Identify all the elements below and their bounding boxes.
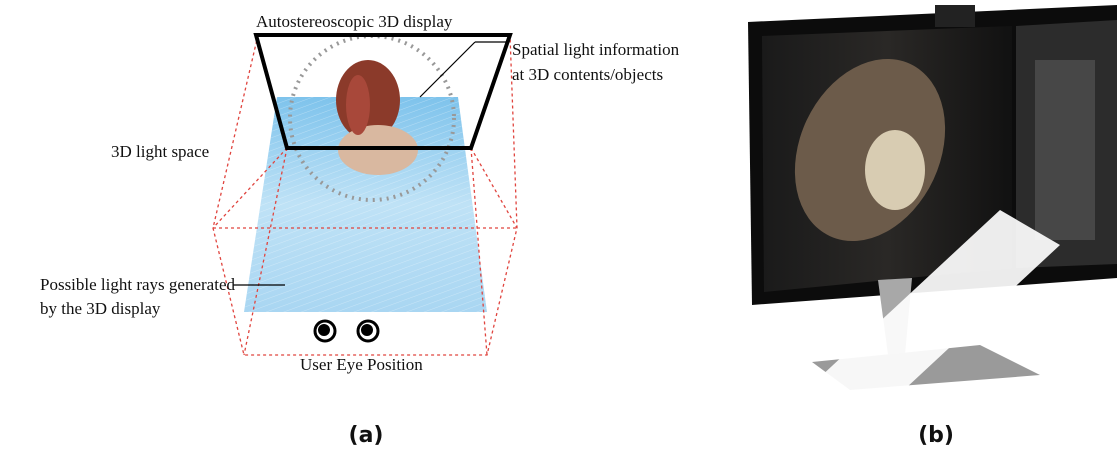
display-frame (253, 33, 513, 150)
light-space-box (212, 34, 518, 356)
eyes (313, 319, 380, 343)
panel-b: (b) (748, 5, 1117, 448)
spatial-label: at 3D contents/objects (512, 65, 663, 84)
camera (935, 5, 975, 27)
ct-slice (1035, 60, 1095, 240)
display-label: Autostereoscopic 3D display (256, 12, 453, 31)
eye-label: User Eye Position (300, 355, 423, 374)
pointer (419, 41, 476, 98)
watermark (790, 210, 1060, 440)
caption: (b) (918, 423, 954, 448)
space-label: 3D light space (111, 142, 209, 161)
rays-label: by the 3D display (40, 299, 161, 318)
rays-label: Possible light rays generated (40, 275, 235, 294)
panel-a: Autostereoscopic 3D display Spatial ligh… (40, 12, 680, 448)
caption: (a) (349, 423, 384, 448)
ray-lines (244, 97, 487, 312)
spatial-label: Spatial light information (512, 40, 680, 59)
ct-image (865, 130, 925, 210)
